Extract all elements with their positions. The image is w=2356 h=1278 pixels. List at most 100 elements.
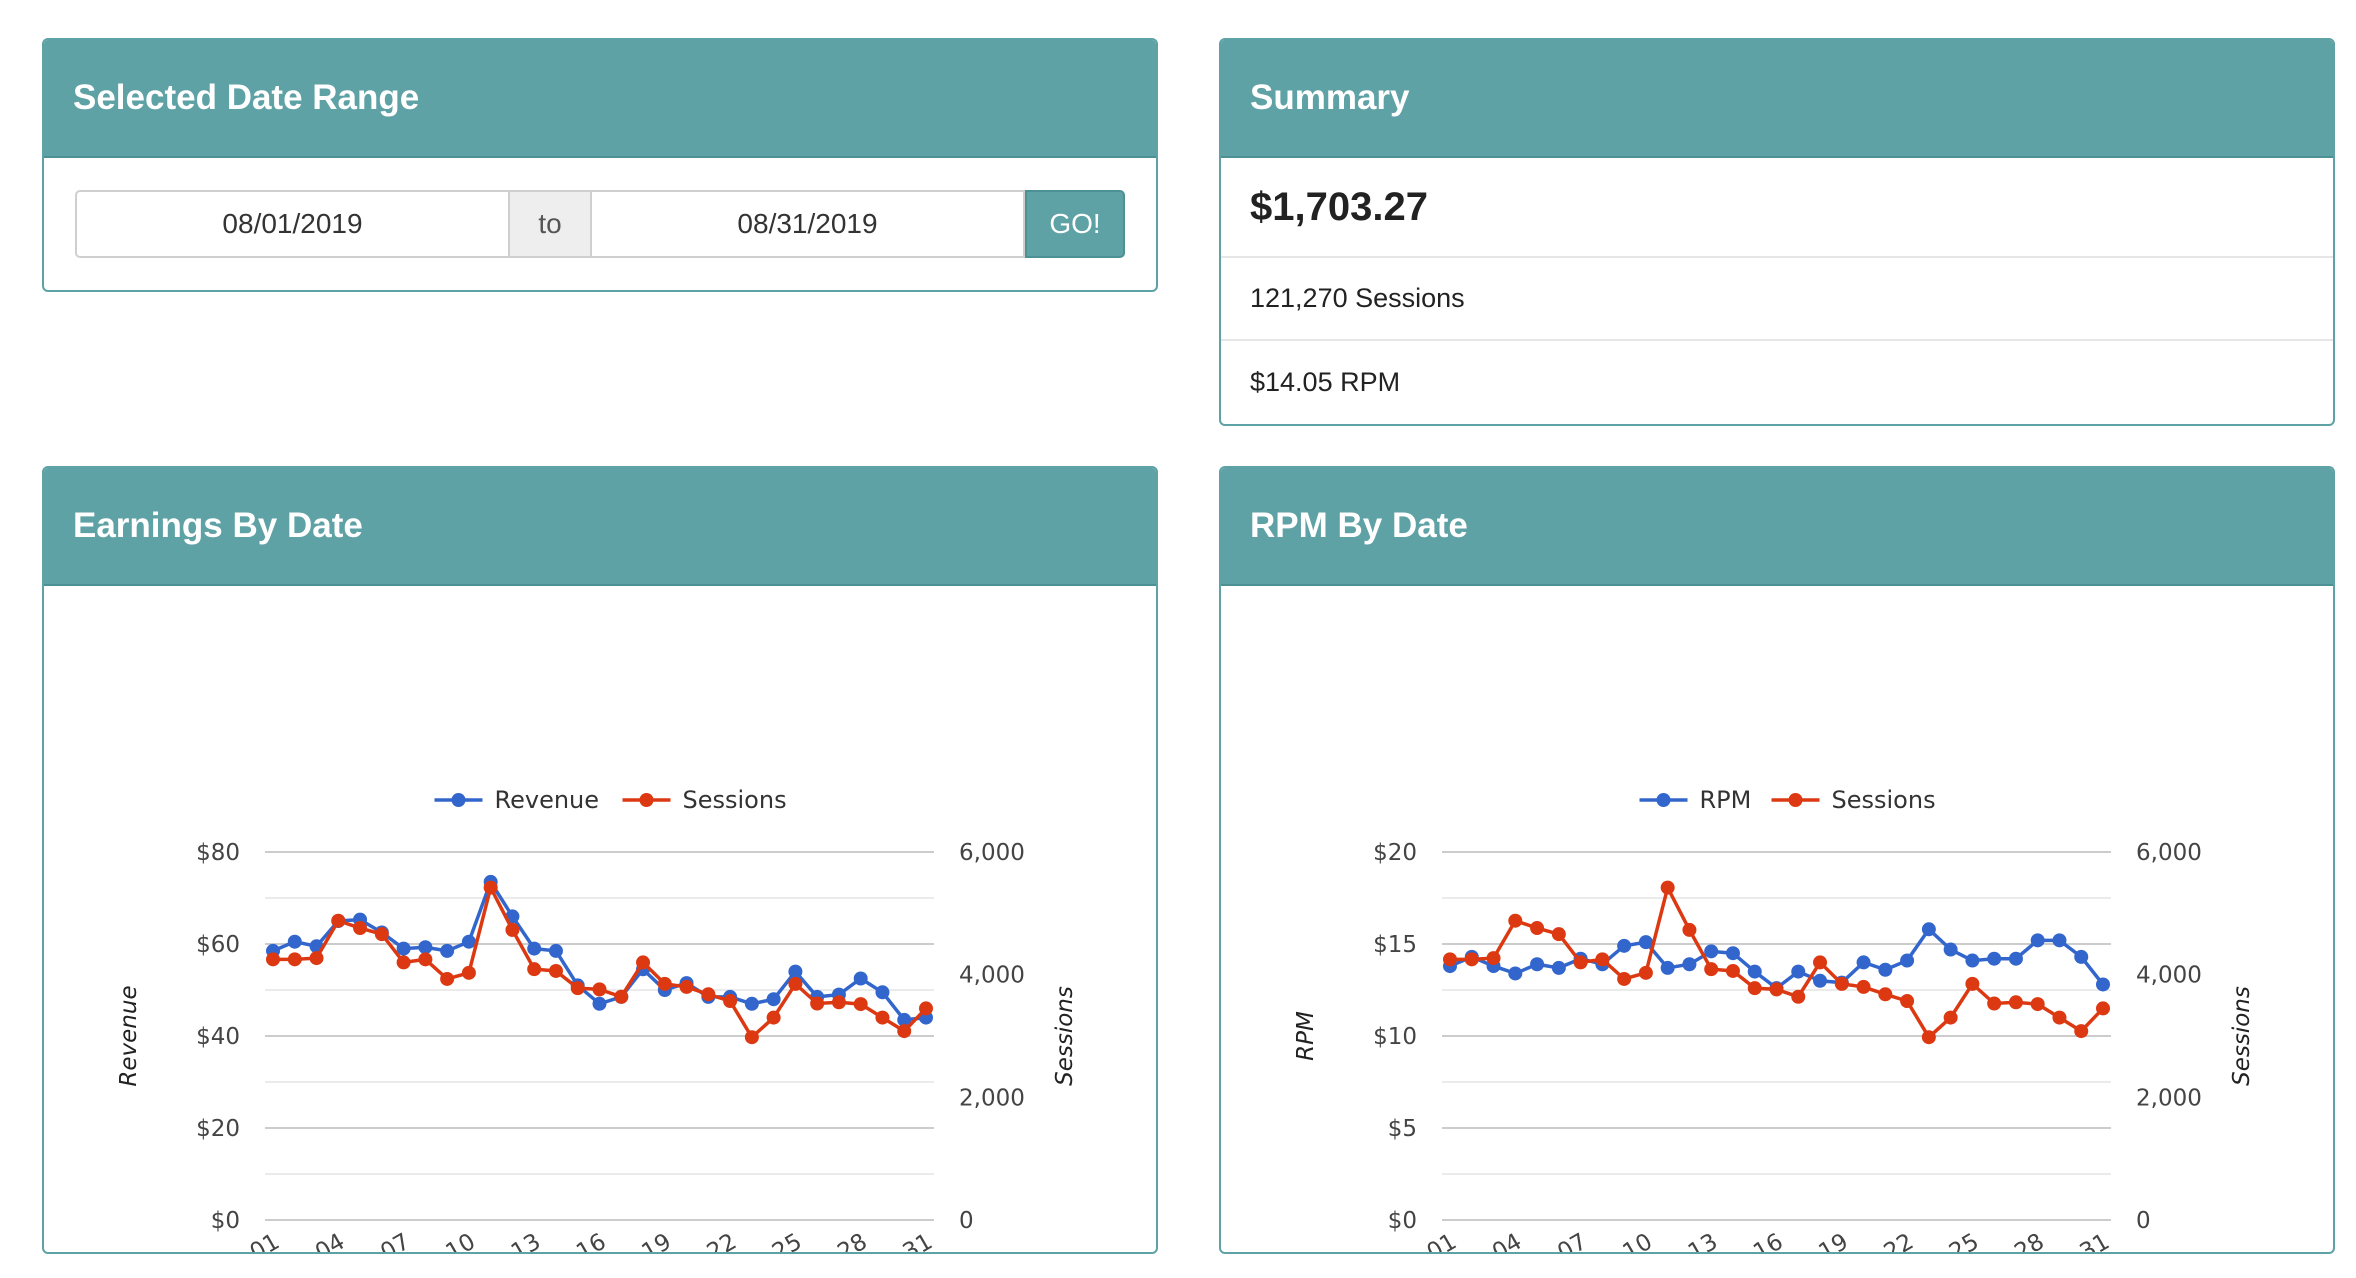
total-sessions: 121,270 Sessions — [1221, 258, 2333, 341]
data-point-revenue — [853, 971, 868, 986]
data-point-sessions — [1900, 994, 1915, 1009]
data-point-rpm — [2030, 933, 2045, 948]
left-axis-title: Revenue — [116, 985, 142, 1086]
left-axis-tick-label: $15 — [1373, 932, 1417, 958]
data-point-sessions — [1856, 979, 1871, 994]
right-axis-tick-label: 2,000 — [959, 1085, 1025, 1111]
data-point-sessions — [505, 922, 520, 937]
data-point-sessions — [1486, 951, 1501, 966]
right-axis-title: Sessions — [2229, 986, 2255, 1086]
legend-label: Sessions — [683, 786, 787, 814]
data-point-sessions — [1987, 996, 2002, 1011]
data-point-sessions — [1834, 976, 1849, 991]
data-point-sessions — [831, 995, 846, 1010]
data-point-rpm — [1965, 953, 1980, 968]
data-point-sessions — [1725, 963, 1740, 978]
summary-title: Summary — [1221, 40, 2333, 158]
legend-marker — [1656, 793, 1671, 807]
end-date-input[interactable] — [590, 190, 1025, 258]
data-point-sessions — [1943, 1010, 1958, 1025]
data-point-sessions — [744, 1030, 759, 1045]
data-point-sessions — [331, 913, 346, 928]
data-point-rpm — [1856, 955, 1871, 970]
data-point-sessions — [1921, 1030, 1936, 1045]
summary-panel: Summary $1,703.27 121,270 Sessions $14.0… — [1219, 38, 2335, 426]
data-point-rpm — [2052, 933, 2067, 948]
left-axis-tick-label: $60 — [196, 932, 240, 958]
right-axis-tick-label: 6,000 — [959, 840, 1025, 866]
series-line-sessions — [1450, 882, 2105, 1040]
data-point-sessions — [440, 971, 455, 986]
data-point-sessions — [919, 1001, 933, 1016]
data-point-sessions — [1878, 987, 1893, 1002]
date-range-input-group: to GO! — [75, 190, 1125, 258]
data-point-sessions — [2030, 997, 2045, 1012]
data-point-sessions — [287, 952, 302, 967]
data-point-sessions — [2008, 995, 2023, 1010]
data-point-revenue — [744, 996, 759, 1011]
rpm-by-date-panel: RPM By Date $0 $5 $10 $15 $20 0 2,000 4,000 6,00… — [1219, 466, 2335, 1254]
data-point-sessions — [1704, 962, 1719, 977]
data-point-rpm — [1660, 960, 1675, 975]
rpm-chart: $0 $5 $10 $15 $20 0 2,000 4,000 6,000 RPM Sessions… — [1293, 786, 2255, 1252]
left-axis-tick-label: $10 — [1373, 1024, 1417, 1050]
data-point-sessions — [679, 979, 694, 994]
data-point-rpm — [2008, 951, 2023, 966]
data-point-rpm — [1682, 957, 1697, 972]
data-point-sessions — [527, 962, 542, 977]
data-point-revenue — [592, 996, 607, 1011]
right-axis-tick-label: 6,000 — [2136, 840, 2202, 866]
left-axis-tick-label: $0 — [1388, 1208, 1417, 1234]
total-revenue: $1,703.27 — [1221, 158, 2333, 258]
left-axis-tick-label: $0 — [211, 1208, 240, 1234]
data-point-sessions — [853, 997, 868, 1012]
data-point-rpm — [1813, 973, 1828, 988]
data-point-sessions — [570, 981, 585, 996]
data-point-rpm — [1704, 944, 1719, 959]
data-point-sessions — [1638, 965, 1653, 980]
right-axis-tick-label: 0 — [2136, 1208, 2151, 1234]
data-point-sessions — [636, 955, 651, 970]
data-point-rpm — [1878, 962, 1893, 977]
data-point-sessions — [1530, 921, 1545, 936]
go-button[interactable]: GO! — [1025, 190, 1125, 258]
data-point-revenue — [461, 934, 476, 949]
data-point-rpm — [1943, 942, 1958, 957]
right-axis-tick-label: 0 — [959, 1208, 974, 1234]
data-point-sessions — [1965, 976, 1980, 991]
legend-marker — [451, 793, 466, 807]
earnings-title: Earnings By Date — [44, 468, 1156, 586]
data-point-rpm — [1791, 964, 1806, 979]
start-date-input[interactable] — [75, 190, 510, 258]
left-axis-tick-label: $20 — [196, 1116, 240, 1142]
data-point-sessions — [1508, 913, 1523, 928]
earnings-chart: $0 $20 $40 $60 $80 0 2,000 4,000 6,000 Revenue Ses… — [116, 786, 1078, 1252]
left-axis-tick-label: $20 — [1373, 840, 1417, 866]
data-point-rpm — [1747, 964, 1762, 979]
legend-marker — [639, 793, 654, 807]
data-point-rpm — [1638, 935, 1653, 950]
data-point-sessions — [1747, 981, 1762, 996]
data-point-sessions — [788, 976, 803, 991]
data-point-sessions — [810, 996, 825, 1011]
data-point-sessions — [266, 952, 280, 967]
data-point-sessions — [548, 963, 563, 978]
data-point-sessions — [1791, 989, 1806, 1004]
date-range-title: Selected Date Range — [44, 40, 1156, 158]
legend-marker — [1788, 793, 1803, 807]
data-point-revenue — [897, 1012, 912, 1027]
earnings-by-date-panel: Earnings By Date $0 $20 $40 $60 $80 0 2,000 4,0… — [42, 466, 1158, 1254]
data-point-rpm — [2096, 977, 2110, 992]
right-axis-title: Sessions — [1052, 986, 1078, 1086]
date-range-panel: Selected Date Range to GO! — [42, 38, 1158, 292]
to-label: to — [510, 190, 590, 258]
rpm-title: RPM By Date — [1221, 468, 2333, 586]
left-axis-tick-label: $5 — [1388, 1116, 1417, 1142]
data-point-sessions — [309, 951, 324, 966]
data-point-revenue — [548, 943, 563, 958]
legend-item-sessions: Sessions — [1771, 786, 1936, 814]
data-point-sessions — [592, 982, 607, 997]
data-point-sessions — [701, 987, 716, 1002]
data-point-sessions — [1660, 880, 1675, 895]
data-point-revenue — [418, 940, 433, 955]
